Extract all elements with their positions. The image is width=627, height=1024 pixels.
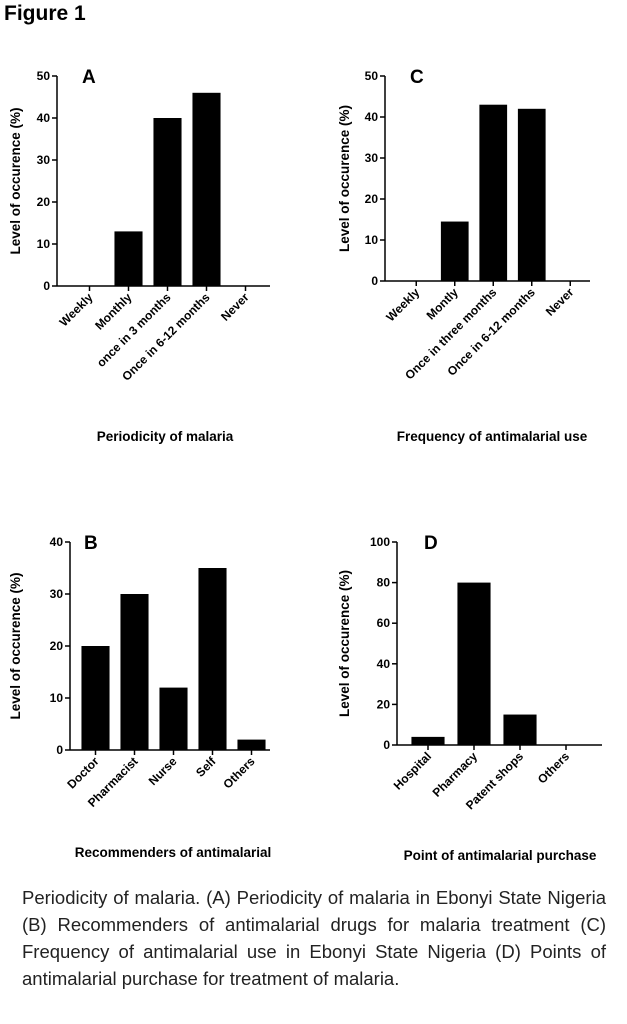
x-tick-label: Others	[535, 749, 572, 786]
bar	[411, 736, 445, 745]
x-tick-label: Nurse	[146, 754, 180, 788]
bar	[192, 92, 221, 286]
bar	[517, 108, 546, 281]
y-tick-label: 40	[37, 111, 51, 125]
y-tick-label: 60	[377, 616, 391, 630]
y-tick-label: 10	[37, 237, 51, 251]
figure-title: Figure 1	[4, 2, 86, 25]
y-tick-label: 40	[50, 535, 64, 549]
y-tick-label: 0	[383, 738, 390, 752]
x-tick-label: Weekly	[57, 290, 96, 329]
bar	[457, 582, 491, 745]
y-tick-label: 0	[371, 274, 378, 288]
y-tick-label: 80	[377, 576, 391, 590]
y-tick-label: 0	[43, 279, 50, 293]
x-tick-label: Self	[193, 754, 219, 780]
y-tick-label: 50	[37, 69, 51, 83]
y-tick-label: 30	[365, 151, 379, 165]
y-tick-label: 30	[50, 587, 64, 601]
y-tick-label: 40	[365, 110, 379, 124]
y-tick-label: 20	[37, 195, 51, 209]
bar	[159, 687, 188, 750]
panel-letter: D	[424, 533, 438, 554]
y-tick-label: 20	[377, 697, 391, 711]
bar	[479, 104, 508, 281]
y-tick-label: 100	[370, 535, 390, 549]
y-axis-label: Level of occurence (%)	[8, 572, 23, 719]
x-axis-label: Point of antimalarial purchase	[404, 848, 597, 863]
bar	[120, 594, 149, 750]
x-tick-label: Montly	[424, 285, 461, 322]
panel-letter: C	[410, 67, 424, 88]
y-axis-label: Level of occurence (%)	[8, 107, 23, 254]
x-tick-label: Doctor	[64, 754, 101, 791]
x-tick-label: Others	[220, 754, 257, 791]
y-tick-label: 50	[365, 69, 379, 83]
x-axis-label: Periodicity of malaria	[97, 429, 234, 444]
bar	[198, 568, 227, 750]
y-axis-label: Level of occurence (%)	[337, 105, 352, 252]
bar	[81, 646, 110, 750]
x-tick-label: Never	[218, 290, 252, 324]
x-tick-label: Weekly	[383, 285, 422, 324]
y-tick-label: 20	[365, 192, 379, 206]
x-axis-label: Recommenders of antimalarial	[75, 845, 272, 860]
y-tick-label: 40	[377, 657, 391, 671]
y-tick-label: 0	[56, 743, 63, 757]
x-tick-label: Never	[543, 285, 577, 319]
bar	[503, 714, 537, 745]
x-tick-label: Hospital	[391, 749, 434, 792]
y-axis-label: Level of occurence (%)	[337, 570, 352, 717]
y-tick-label: 20	[50, 639, 64, 653]
y-tick-label: 10	[365, 233, 379, 247]
bar	[440, 221, 469, 281]
bar	[114, 231, 143, 286]
bar	[153, 118, 182, 286]
panel-letter: A	[82, 67, 96, 88]
y-tick-label: 30	[37, 153, 51, 167]
y-tick-label: 10	[50, 691, 64, 705]
panel-letter: B	[84, 533, 98, 554]
x-axis-label: Frequency of antimalarial use	[397, 429, 588, 444]
caption: Periodicity of malaria. (A) Periodicity …	[22, 887, 606, 989]
bar	[237, 739, 266, 750]
